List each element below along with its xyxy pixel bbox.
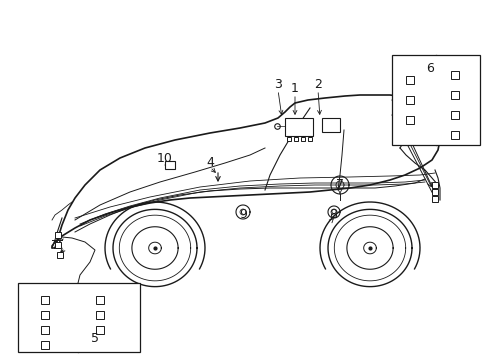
Bar — [18, 283, 140, 352]
Bar — [450, 71, 458, 79]
Text: 10: 10 — [157, 152, 173, 165]
Bar — [41, 341, 49, 349]
Bar — [55, 232, 61, 238]
Text: 8: 8 — [328, 208, 336, 221]
Text: 1: 1 — [290, 81, 298, 94]
Bar — [431, 182, 437, 188]
Text: 9: 9 — [239, 208, 246, 221]
Bar — [96, 311, 104, 319]
Bar — [285, 118, 312, 136]
Bar — [431, 189, 437, 195]
Bar — [96, 326, 104, 334]
Bar — [164, 161, 175, 169]
Bar — [41, 311, 49, 319]
Text: 5: 5 — [91, 332, 99, 345]
Bar — [96, 296, 104, 304]
Text: 2: 2 — [313, 77, 321, 90]
Bar — [41, 326, 49, 334]
Bar — [450, 131, 458, 139]
Text: 4: 4 — [205, 156, 214, 168]
Bar — [450, 91, 458, 99]
Text: 6: 6 — [425, 62, 433, 75]
Bar — [405, 116, 413, 124]
Bar — [57, 252, 63, 258]
Bar — [450, 111, 458, 119]
Text: 7: 7 — [335, 179, 343, 192]
Bar — [405, 96, 413, 104]
Bar — [391, 55, 479, 145]
Bar — [405, 76, 413, 84]
Text: 3: 3 — [273, 77, 282, 90]
Bar — [55, 242, 61, 248]
Bar — [41, 296, 49, 304]
Bar — [321, 118, 339, 132]
Bar — [431, 196, 437, 202]
